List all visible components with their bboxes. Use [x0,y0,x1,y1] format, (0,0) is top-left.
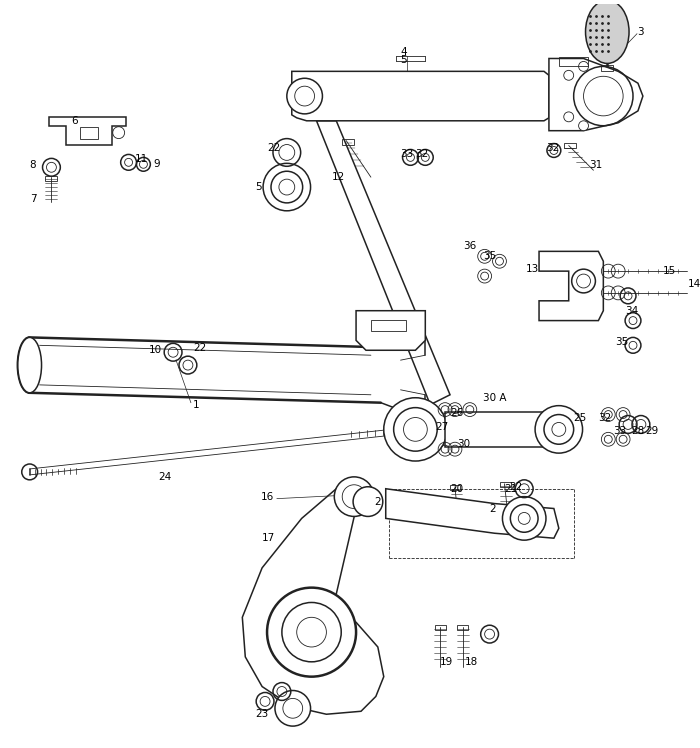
Polygon shape [292,71,549,120]
Polygon shape [316,120,450,405]
Circle shape [353,487,383,516]
Text: 17: 17 [262,533,275,543]
Text: 9: 9 [153,159,160,169]
Text: 32: 32 [546,143,559,153]
Text: 4: 4 [400,46,407,57]
Polygon shape [50,117,125,144]
Text: 3: 3 [637,27,643,37]
Circle shape [564,112,574,122]
Circle shape [535,405,582,453]
Text: 36: 36 [463,242,476,251]
Text: 22: 22 [267,143,280,153]
Text: 32: 32 [598,412,612,423]
Text: 6: 6 [71,116,78,126]
Text: 22: 22 [510,482,523,491]
Polygon shape [356,310,426,350]
Text: 16: 16 [260,491,274,502]
Polygon shape [549,58,643,131]
Circle shape [275,690,311,726]
Circle shape [579,120,589,131]
Bar [559,57,589,67]
Circle shape [503,497,546,540]
Bar [564,143,575,148]
Text: 11: 11 [134,154,148,165]
Text: 27: 27 [435,423,449,432]
Circle shape [287,79,323,114]
Ellipse shape [585,0,629,64]
Polygon shape [445,411,574,447]
Text: 2: 2 [374,497,381,506]
Text: 34: 34 [625,306,638,316]
Text: 7: 7 [29,194,36,204]
Text: 25: 25 [574,412,587,423]
Circle shape [335,477,374,516]
Text: 8: 8 [29,160,36,171]
Text: 19: 19 [440,657,454,666]
Polygon shape [242,488,384,714]
Text: 31: 31 [589,160,603,171]
Text: 1: 1 [193,399,199,410]
Text: 30 A: 30 A [483,393,506,402]
Text: 13: 13 [526,264,540,275]
Text: 35: 35 [615,337,629,347]
Text: 15: 15 [663,266,676,276]
Text: 24: 24 [158,472,172,482]
Bar [372,319,406,331]
Text: 21: 21 [505,484,518,494]
Circle shape [579,61,589,71]
Ellipse shape [18,337,41,393]
Text: 29: 29 [645,426,658,436]
Text: 18: 18 [465,657,478,666]
Polygon shape [539,251,603,321]
Bar [435,625,446,630]
Text: 22: 22 [193,343,206,353]
Bar [342,138,354,144]
Circle shape [384,398,447,461]
Text: 2: 2 [489,503,496,514]
Text: 5: 5 [256,182,262,192]
Bar [500,482,511,487]
Text: 23: 23 [256,709,268,720]
Text: 5: 5 [400,55,407,66]
Bar [457,625,468,630]
Bar [449,485,461,490]
Text: 10: 10 [148,346,162,355]
Circle shape [267,588,356,677]
Circle shape [564,70,574,80]
Text: 35: 35 [483,251,496,261]
Text: 28: 28 [631,426,644,436]
Bar [80,126,98,138]
Polygon shape [386,488,559,538]
Bar [601,65,613,71]
Text: 20: 20 [450,484,463,494]
Text: 26: 26 [450,408,463,417]
Text: 30: 30 [457,439,470,450]
Text: 33: 33 [613,426,626,436]
Text: 33: 33 [400,150,414,159]
Text: 32: 32 [415,150,428,159]
Text: 14: 14 [687,279,700,289]
Bar [46,176,57,180]
Text: 12: 12 [331,172,344,183]
